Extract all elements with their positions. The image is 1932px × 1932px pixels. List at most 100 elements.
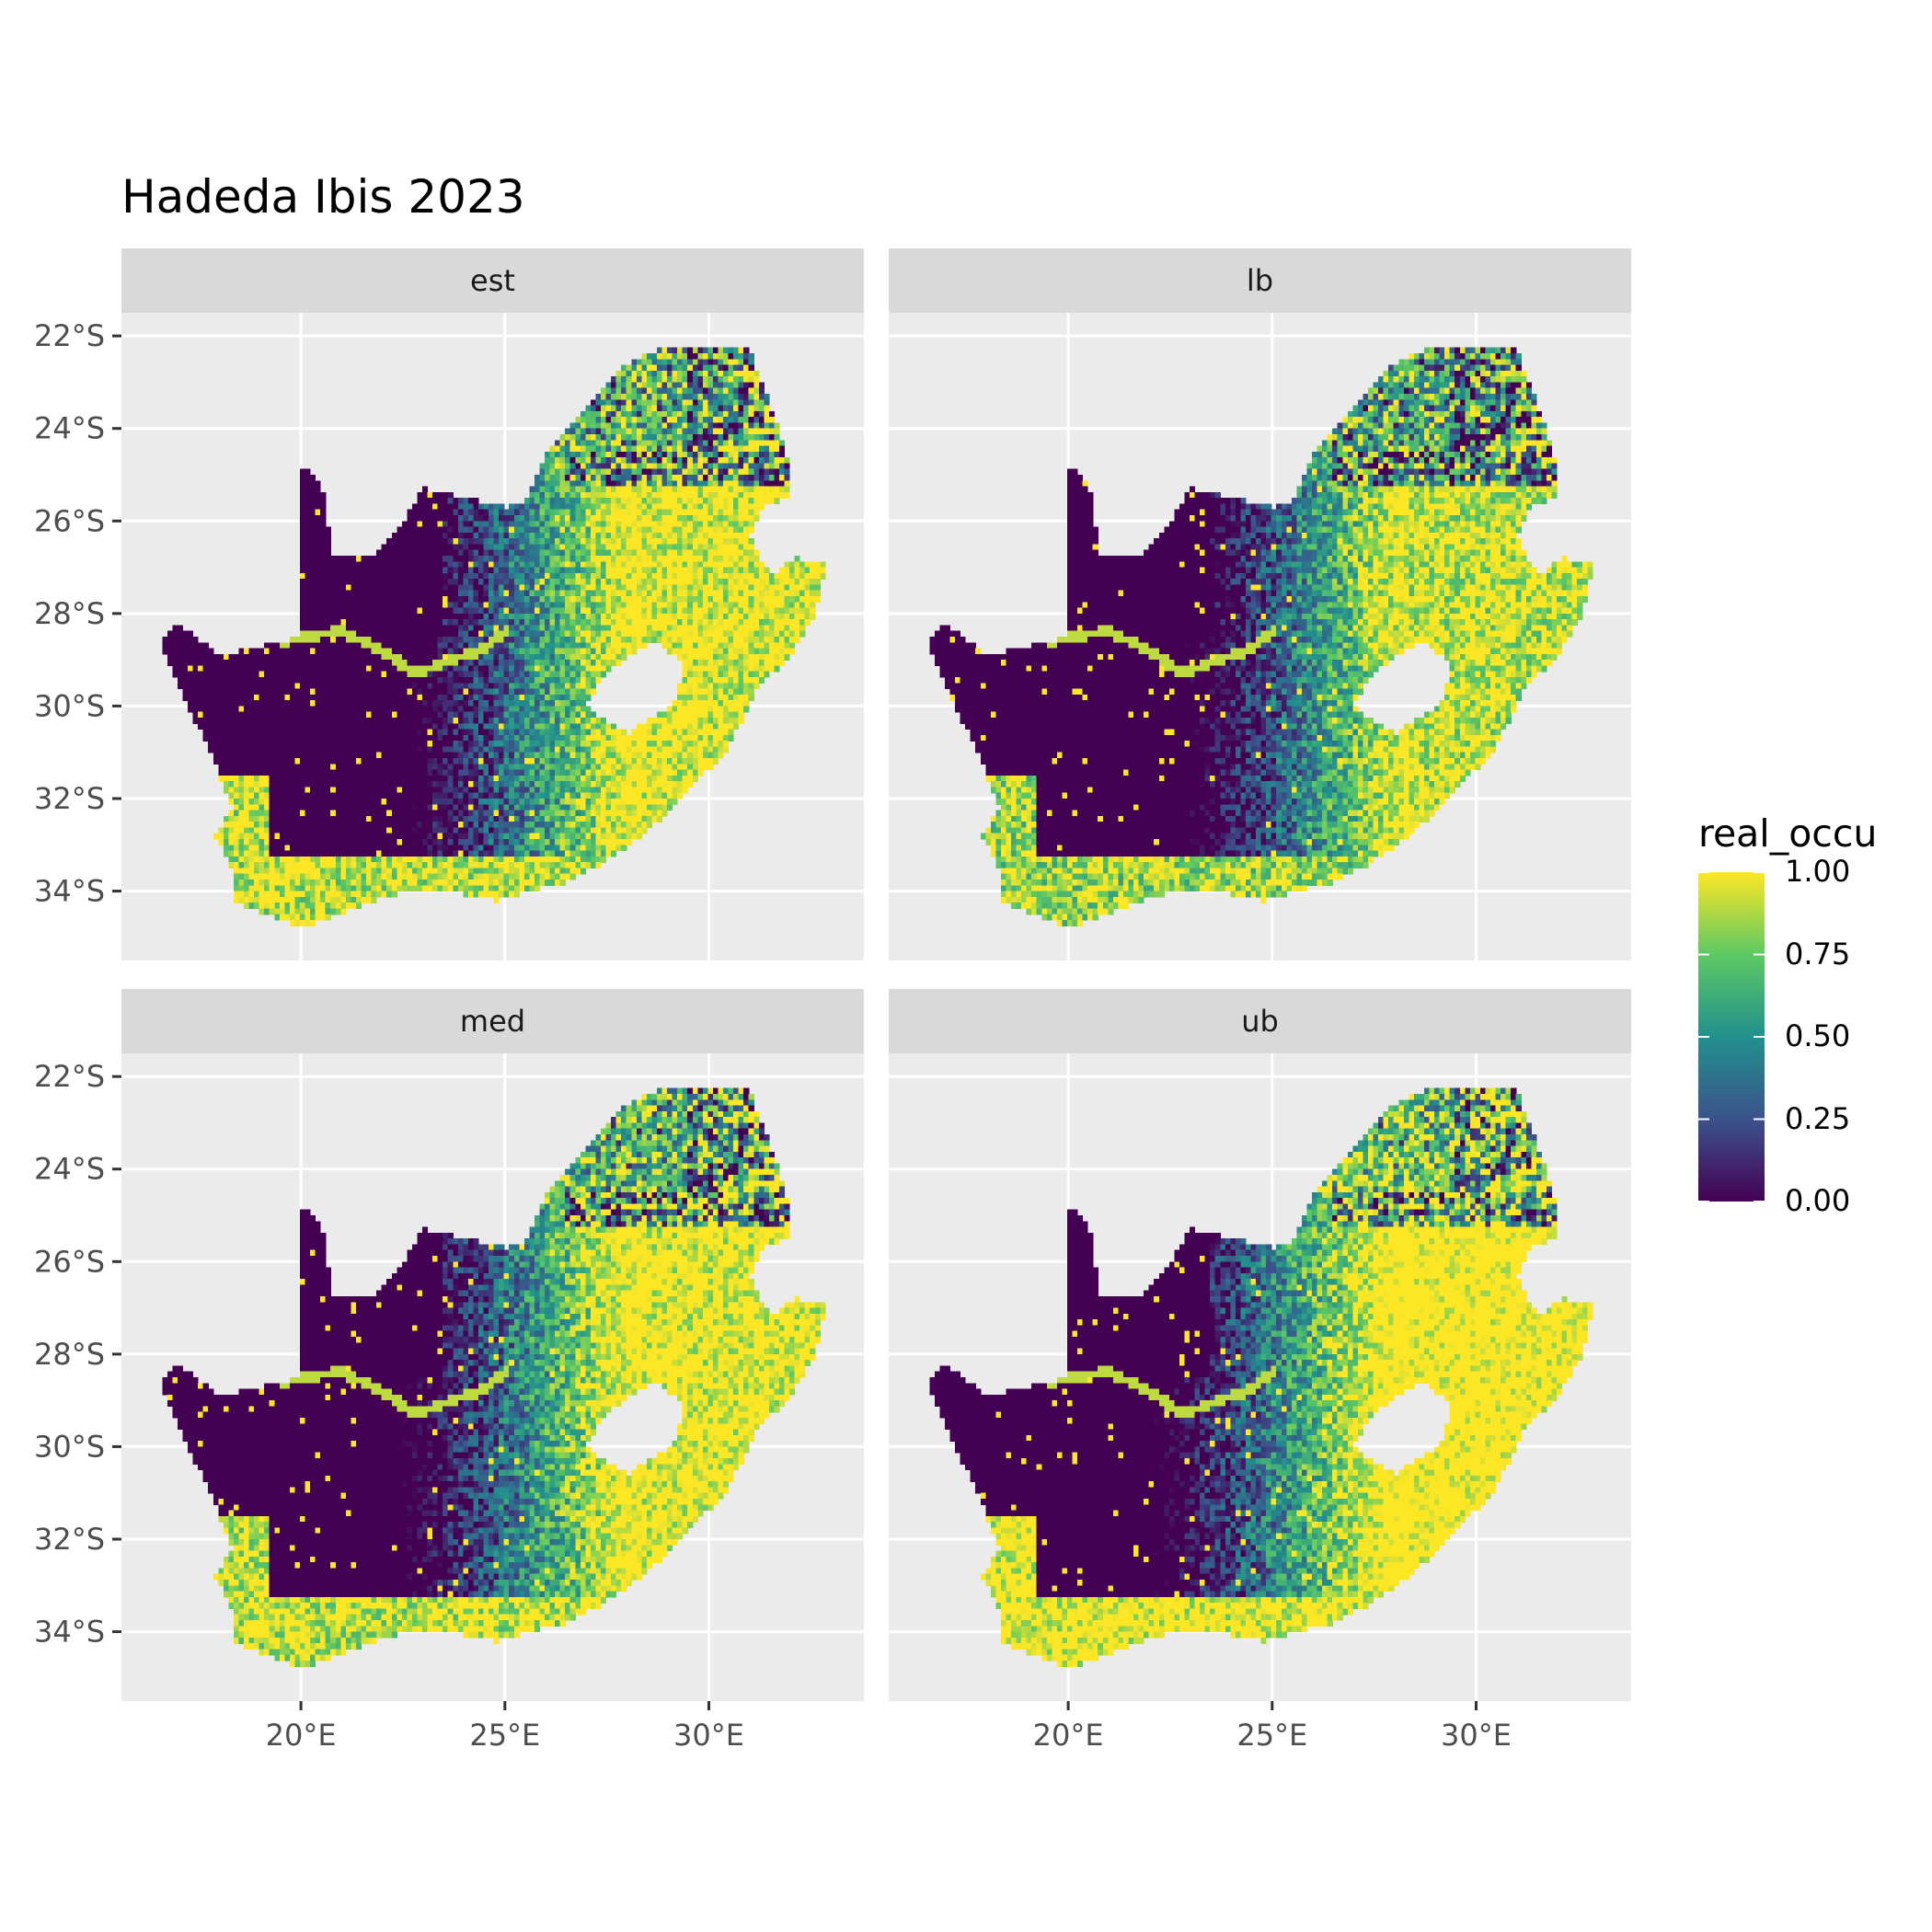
- raster-cell: [280, 642, 285, 649]
- raster-cell: [382, 787, 387, 793]
- raster-cell: [336, 723, 341, 730]
- raster-cell: [244, 735, 249, 742]
- raster-cell: [310, 712, 316, 719]
- raster-cell: [316, 561, 321, 568]
- raster-cell: [336, 746, 341, 753]
- raster-cell: [392, 561, 397, 568]
- raster-cell: [432, 880, 438, 886]
- raster-cell: [372, 660, 377, 666]
- raster-cell: [336, 880, 341, 886]
- raster-cell: [356, 868, 362, 874]
- raster-cell: [362, 822, 367, 828]
- raster-cell: [340, 683, 346, 689]
- raster-cell: [336, 695, 341, 701]
- raster-cell: [305, 793, 311, 799]
- raster-cell: [412, 839, 418, 845]
- raster-cell: [372, 776, 377, 782]
- raster-cell: [407, 718, 412, 724]
- raster-cell: [438, 503, 443, 510]
- raster-cell: [320, 619, 326, 626]
- raster-cell: [193, 677, 199, 684]
- raster-cell: [294, 816, 300, 822]
- raster-cell: [412, 538, 418, 545]
- raster-cell: [280, 649, 285, 655]
- raster-cell: [366, 619, 372, 626]
- raster-cell: [239, 885, 245, 891]
- raster-cell: [162, 649, 167, 655]
- raster-cell: [228, 839, 234, 845]
- raster-cell: [407, 515, 412, 522]
- raster-cell: [428, 503, 433, 510]
- raster-cell: [458, 689, 464, 696]
- raster-cell: [412, 804, 418, 811]
- raster-cell: [402, 568, 408, 574]
- raster-cell: [453, 689, 458, 696]
- raster-cell: [376, 880, 382, 886]
- raster-cell: [422, 706, 428, 712]
- raster-cell: [458, 625, 464, 631]
- raster-cell: [453, 753, 458, 759]
- raster-cell: [340, 730, 346, 736]
- raster-cell: [326, 544, 331, 550]
- raster-cell: [356, 764, 362, 770]
- raster-cell: [264, 834, 270, 840]
- raster-cell: [320, 827, 326, 834]
- raster-cell: [300, 787, 305, 793]
- raster-cell: [310, 584, 316, 591]
- raster-cell: [448, 573, 454, 580]
- raster-cell: [270, 718, 275, 724]
- raster-cell: [351, 845, 356, 851]
- raster-cell: [346, 689, 351, 696]
- raster-cell: [443, 862, 448, 868]
- raster-cell: [453, 596, 458, 603]
- raster-cell: [228, 787, 234, 793]
- raster-cell: [249, 897, 255, 903]
- raster-cell: [366, 579, 372, 585]
- raster-cell: [310, 730, 316, 736]
- raster-cell: [376, 868, 382, 874]
- raster-cell: [418, 538, 423, 545]
- raster-cell: [188, 689, 193, 696]
- raster-cell: [402, 561, 408, 568]
- raster-cell: [392, 700, 397, 707]
- raster-cell: [356, 857, 362, 863]
- raster-cell: [418, 561, 423, 568]
- raster-cell: [362, 602, 367, 608]
- raster-cell: [428, 741, 433, 747]
- raster-cell: [290, 689, 295, 696]
- raster-cell: [376, 764, 382, 770]
- raster-cell: [254, 776, 259, 782]
- raster-cell: [310, 689, 316, 696]
- raster-cell: [422, 556, 428, 562]
- raster-cell: [254, 753, 259, 759]
- raster-cell: [264, 764, 270, 770]
- raster-cell: [386, 776, 392, 782]
- raster-cell: [351, 573, 356, 580]
- raster-cell: [213, 665, 219, 672]
- raster-cell: [463, 544, 468, 550]
- raster-cell: [249, 874, 255, 880]
- raster-cell: [397, 550, 402, 557]
- raster-cell: [340, 677, 346, 684]
- raster-cell: [305, 920, 311, 926]
- raster-cell: [234, 845, 239, 851]
- raster-cell: [294, 811, 300, 817]
- raster-cell: [422, 781, 428, 788]
- raster-cell: [244, 758, 249, 765]
- raster-cell: [224, 700, 229, 707]
- raster-cell: [244, 770, 249, 776]
- raster-cell: [346, 631, 351, 638]
- raster-cell: [183, 672, 189, 678]
- raster-cell: [346, 891, 351, 898]
- raster-cell: [458, 503, 464, 510]
- raster-cell: [392, 862, 397, 868]
- raster-cell: [438, 741, 443, 747]
- raster-cell: [208, 683, 213, 689]
- raster-cell: [356, 677, 362, 684]
- raster-cell: [218, 764, 224, 770]
- raster-cell: [386, 735, 392, 742]
- raster-cell: [443, 776, 448, 782]
- raster-cell: [290, 908, 295, 914]
- raster-cell: [346, 868, 351, 874]
- raster-cell: [412, 625, 418, 631]
